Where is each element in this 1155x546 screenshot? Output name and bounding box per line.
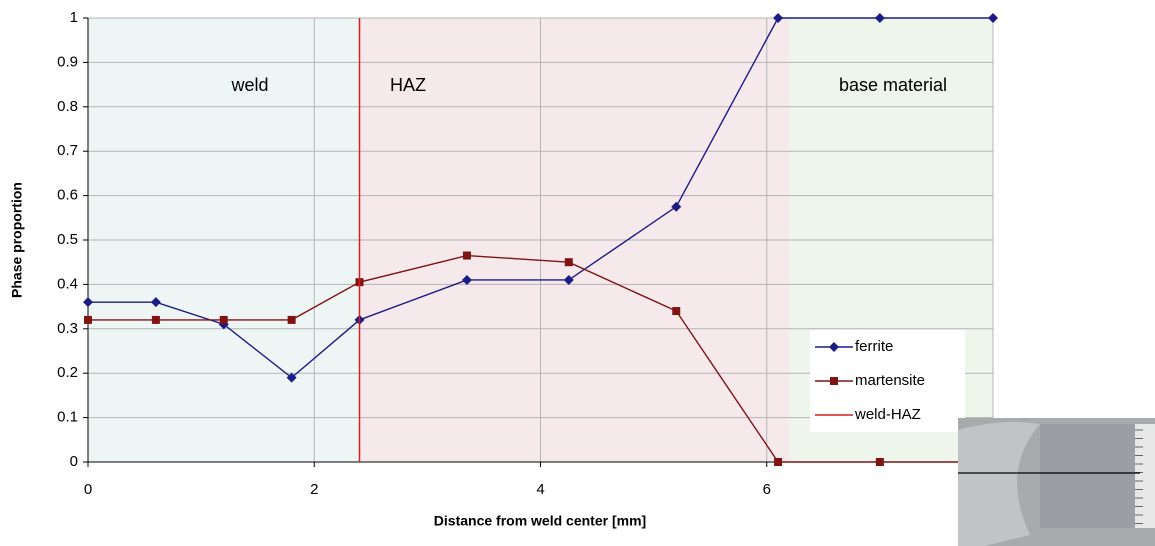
- y-tick-label: 0.3: [57, 320, 78, 337]
- region-label: base material: [839, 75, 947, 95]
- y-tick-label: 0.9: [57, 53, 78, 70]
- photo-scale: [1135, 424, 1155, 528]
- chart: Distance from weld center [mm] Phase pro…: [0, 0, 1155, 546]
- legend-marker: [830, 377, 838, 385]
- region-label: weld: [230, 75, 268, 95]
- data-point: [774, 458, 782, 466]
- legend: ferrite martensite weld-HAZ: [810, 330, 965, 432]
- x-tick-label: 6: [763, 481, 771, 498]
- legend-label: weld-HAZ: [854, 406, 921, 423]
- x-axis-title: Distance from weld center [mm]: [434, 513, 646, 529]
- data-point: [565, 258, 573, 266]
- y-tick-label: 0.2: [57, 364, 78, 381]
- y-tick-label: 0.6: [57, 187, 78, 204]
- data-point: [463, 252, 471, 260]
- y-axis-title: Phase proportion: [9, 182, 25, 298]
- x-tick-label: 4: [536, 481, 544, 498]
- x-tick-label: 2: [310, 481, 318, 498]
- y-tick-label: 0.4: [57, 275, 78, 292]
- legend-label: ferrite: [855, 338, 893, 355]
- data-point: [672, 307, 680, 315]
- inset-photo: [958, 418, 1155, 546]
- data-point: [220, 316, 228, 324]
- region-label: HAZ: [390, 75, 426, 95]
- y-tick-label: 0.5: [57, 231, 78, 248]
- photo-base: [1040, 424, 1135, 528]
- y-tick-label: 0.7: [57, 142, 78, 159]
- x-tick-label: 0: [84, 481, 92, 498]
- data-point: [152, 316, 160, 324]
- y-tick-label: 0.1: [57, 409, 78, 426]
- y-tick-label: 0.8: [57, 98, 78, 115]
- legend-label: martensite: [855, 372, 925, 389]
- y-tick-label: 1: [70, 9, 78, 26]
- y-tick-label: 0: [70, 453, 78, 470]
- data-point: [84, 316, 92, 324]
- data-point: [288, 316, 296, 324]
- data-point: [876, 458, 884, 466]
